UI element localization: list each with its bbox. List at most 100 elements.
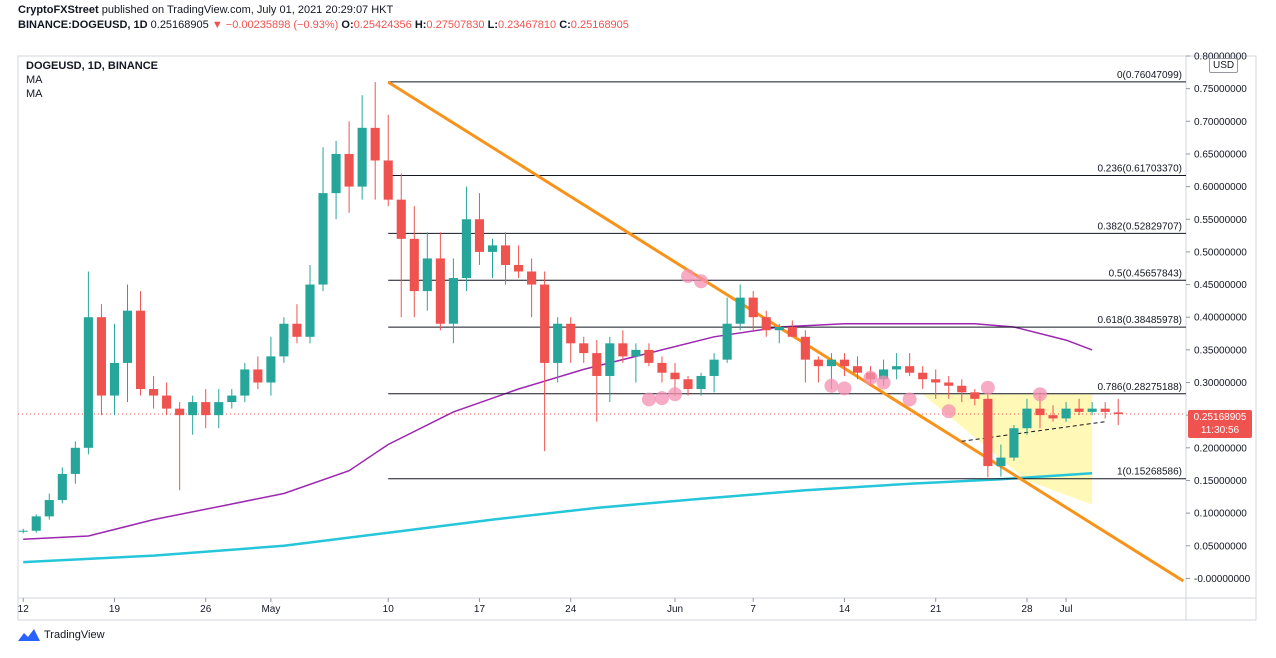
candle[interactable] <box>175 402 185 491</box>
candle[interactable] <box>748 291 758 331</box>
candle[interactable] <box>292 304 302 344</box>
candle[interactable] <box>240 362 250 403</box>
candle[interactable] <box>905 353 915 376</box>
candle[interactable] <box>839 353 850 376</box>
x-tick-label: 26 <box>200 604 212 615</box>
high-label: H: <box>414 19 427 31</box>
candle[interactable] <box>18 528 28 534</box>
candle[interactable] <box>787 320 797 337</box>
x-tick-label: 24 <box>565 604 577 615</box>
tradingview-logo[interactable]: TradingView <box>18 629 105 641</box>
candle[interactable] <box>70 441 80 484</box>
candle[interactable] <box>514 245 524 279</box>
candle[interactable] <box>253 356 263 390</box>
candle[interactable] <box>370 82 380 200</box>
candle[interactable] <box>201 389 211 429</box>
candle-body <box>735 297 745 324</box>
candle[interactable] <box>996 444 1006 477</box>
candle[interactable] <box>1022 398 1032 435</box>
candle[interactable] <box>1113 398 1123 426</box>
candle[interactable] <box>227 389 237 409</box>
candle[interactable] <box>892 353 902 380</box>
candle[interactable] <box>57 467 67 504</box>
candle[interactable] <box>605 336 615 403</box>
candle[interactable] <box>162 382 172 416</box>
candle[interactable] <box>813 356 823 383</box>
candle[interactable] <box>122 284 133 403</box>
candle[interactable] <box>696 372 706 396</box>
ma-legend-2[interactable]: MA <box>26 88 43 100</box>
candle[interactable] <box>644 343 654 367</box>
time-axis[interactable]: 12 19 26 May 10 17 24 Jun 7 14 21 28 Jul <box>18 598 1073 615</box>
candle[interactable] <box>422 232 432 311</box>
candle[interactable] <box>1061 402 1071 422</box>
candle[interactable] <box>970 389 980 406</box>
candle[interactable] <box>1048 405 1058 422</box>
candle[interactable] <box>396 173 406 318</box>
currency-button[interactable]: USD <box>1209 58 1239 73</box>
candle[interactable] <box>83 271 93 455</box>
candle[interactable] <box>631 343 641 383</box>
candle[interactable] <box>331 140 341 220</box>
candle[interactable] <box>527 258 537 318</box>
candle[interactable] <box>918 366 928 390</box>
candle[interactable] <box>487 238 498 279</box>
candle[interactable] <box>435 232 445 331</box>
candle[interactable] <box>305 264 315 344</box>
candle[interactable] <box>1100 402 1110 419</box>
candle[interactable] <box>500 232 511 285</box>
candle[interactable] <box>683 375 693 396</box>
candle-body <box>879 369 889 380</box>
candle[interactable] <box>957 379 967 403</box>
candle[interactable] <box>579 336 589 363</box>
candle[interactable] <box>109 323 120 416</box>
candle[interactable] <box>344 121 354 213</box>
candle[interactable] <box>461 186 471 292</box>
candle-body <box>162 395 172 409</box>
candle[interactable] <box>448 258 458 344</box>
candle[interactable] <box>944 375 954 399</box>
candle[interactable] <box>983 392 993 478</box>
candle[interactable] <box>774 323 784 344</box>
candle[interactable] <box>318 147 328 292</box>
candle[interactable] <box>931 369 941 399</box>
candle[interactable] <box>540 271 550 452</box>
candle-body <box>331 153 341 194</box>
candle[interactable] <box>279 317 289 363</box>
price-axis[interactable]: 0.80000000 0.75000000 0.70000000 0.65000000… <box>1186 52 1251 585</box>
candle[interactable] <box>383 114 393 207</box>
change-value: −0.00235898 (−0.93%) <box>225 19 339 31</box>
candle[interactable] <box>761 310 771 337</box>
candle[interactable] <box>553 317 563 383</box>
candle[interactable] <box>1009 424 1019 461</box>
candle[interactable] <box>44 493 54 520</box>
candle-body <box>553 323 563 363</box>
candle[interactable] <box>566 317 576 363</box>
candle-body <box>227 395 237 403</box>
candle[interactable] <box>31 514 41 533</box>
candle[interactable] <box>409 206 419 318</box>
candle[interactable] <box>214 389 224 429</box>
candle[interactable] <box>592 340 602 422</box>
candle[interactable] <box>722 297 732 363</box>
y-tick-label: 0.55000000 <box>1194 215 1247 226</box>
candle-body <box>918 372 928 380</box>
candle[interactable] <box>735 284 745 331</box>
candle[interactable] <box>474 193 485 265</box>
candle[interactable] <box>657 356 667 383</box>
y-tick-label: 0.20000000 <box>1194 443 1247 454</box>
candle[interactable] <box>1074 398 1084 416</box>
candle[interactable] <box>357 95 367 200</box>
candle[interactable] <box>96 304 106 416</box>
candle[interactable] <box>188 395 198 435</box>
ma-legend-1[interactable]: MA <box>26 74 43 86</box>
candle[interactable] <box>1087 402 1097 416</box>
candle[interactable] <box>852 356 863 380</box>
candle[interactable] <box>618 330 628 363</box>
candle[interactable] <box>266 336 276 396</box>
candle[interactable] <box>800 330 810 383</box>
candle[interactable] <box>149 375 159 409</box>
candle[interactable] <box>709 353 719 393</box>
candle[interactable] <box>135 291 146 396</box>
